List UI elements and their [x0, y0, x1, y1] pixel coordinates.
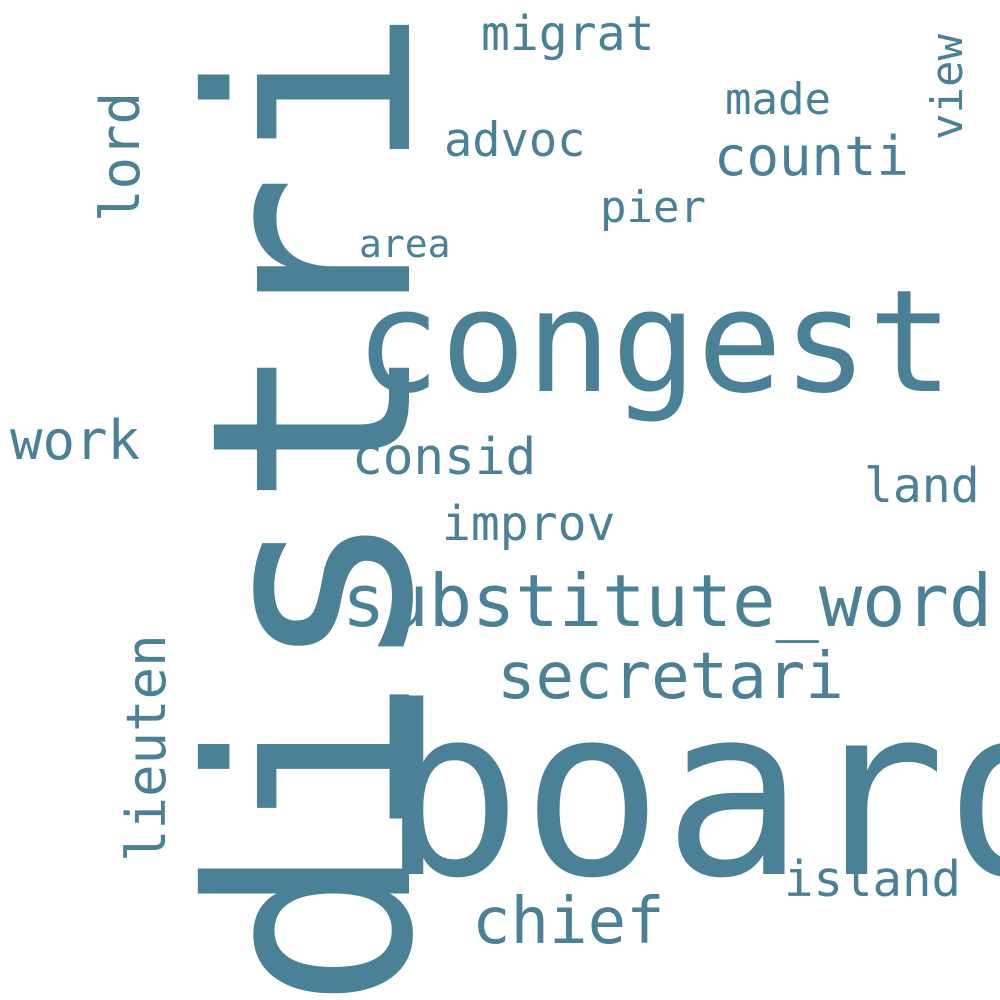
- word-secretari: secretari: [497, 640, 844, 714]
- word-pier: pier: [600, 182, 706, 233]
- word-view: view: [922, 34, 973, 140]
- word-island: island: [784, 851, 962, 908]
- word-area: area: [359, 222, 451, 266]
- word-work: work: [10, 409, 141, 472]
- word-congest: congest: [355, 260, 954, 425]
- word-made: made: [725, 74, 831, 125]
- word-lord: lord: [89, 91, 152, 222]
- word-substitute-word: substitute_word: [342, 559, 993, 643]
- word-improv: improv: [442, 496, 616, 552]
- word-counti: counti: [714, 125, 910, 188]
- word-advoc: advoc: [444, 113, 586, 168]
- word-consid: consid: [352, 428, 537, 487]
- word-board: board: [380, 657, 1000, 930]
- word-lieuten: lieuten: [115, 634, 178, 862]
- word-land: land: [864, 458, 980, 514]
- word-chief: chief: [472, 885, 665, 959]
- word-migrat: migrat: [481, 6, 655, 62]
